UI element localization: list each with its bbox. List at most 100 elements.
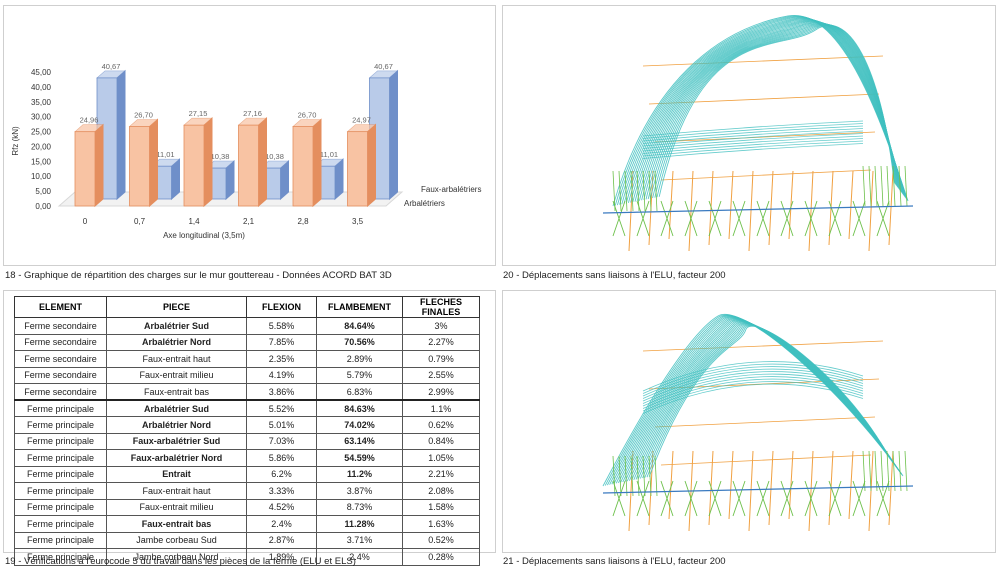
eave-hatch [618,455,622,497]
truss-post [888,170,894,246]
cell-piece: Arbalétrier Nord [106,416,247,434]
header-flexion: FLEXION [246,296,317,318]
y-tick-label: 15,00 [31,157,52,166]
cell-fleches: 2.08% [402,482,480,500]
table-row: Ferme principale Arbalétrier Nord 5.01% 74.… [14,416,480,434]
eave-hatch [618,170,622,212]
deformed-purlin [642,138,864,154]
truss-beam [642,55,884,67]
table-row: Ferme secondaire Faux-entrait milieu 4.19%… [14,366,480,384]
deformed-rafter [649,23,898,199]
deformed-purlin [642,373,864,404]
cell-element: Ferme secondaire [14,333,107,351]
cell-element: Ferme principale [14,531,107,549]
eave-hatch [630,455,634,497]
eave-hatch [874,165,878,207]
deformed-rafter [630,19,904,203]
deformed-purlin [642,123,864,139]
eave-hatch [648,455,652,497]
cell-fleches: 1.63% [402,515,480,533]
cell-element: Ferme secondaire [14,317,107,335]
deformed-rafter [625,18,905,204]
deformed-purlin [642,140,864,157]
truss-post [628,450,634,532]
bracing [684,200,698,237]
deformed-purlin [642,125,864,142]
data-label: 11,01 [320,150,338,159]
cell-flexion: 5.58% [246,317,317,335]
truss-beam [660,454,872,466]
truss-post [848,450,854,520]
load-distribution-chart: 0,00 5,00 10,00 15,00 20,00 25,00 30,00 35,00 40… [11,62,481,240]
cell-flambement: 5.79% [316,366,403,384]
cell-flambement: 74.02% [316,416,403,434]
table-row: Ferme principale Jambe corbeau Nord 1.89% 2… [14,548,480,566]
base-plate [602,485,914,494]
truss-post [808,450,814,532]
cell-flambement: 2.89% [316,350,403,368]
cell-fleches: 2.21% [402,465,480,483]
cell-piece: Faux-entrait bas [106,515,247,533]
x-tick-label: 0,7 [134,217,146,226]
cell-element: Ferme secondaire [14,350,107,368]
eave-hatch [612,170,616,212]
truss-post [668,170,674,240]
cell-piece: Faux-entrait milieu [106,366,247,384]
truss-post [808,170,814,252]
y-tick-label: 30,00 [31,113,52,122]
deformed-purlin [642,363,864,394]
eave-hatch [874,450,878,492]
bracing [756,200,770,237]
deformed-rafter [628,321,896,481]
deformed-rafter [634,20,902,202]
x-tick-label: 3,5 [352,217,364,226]
deformed-rafter [647,23,898,200]
deformed-rafter [646,325,891,478]
cell-flexion: 2.4% [246,515,317,533]
bracing [828,200,842,237]
table-panel: ELEMENT PIECE FLEXION FLAMBEMENT FLECHES… [3,290,496,566]
cell-flambement: 8.73% [316,498,403,516]
bracing [732,480,746,517]
truss-beam [642,340,884,352]
cell-fleches: 2.27% [402,333,480,351]
table-row: Ferme secondaire Arbalétrier Nord 7.85% 70.… [14,333,480,351]
deformed-purlin [642,378,864,409]
verification-table: ELEMENT PIECE FLEXION FLAMBEMENT FLECHES… [14,296,480,566]
table-row: Ferme principale Faux-entrait haut 3.33% 3.… [14,482,480,500]
legend-faux-arbaletriers: Faux-arbalétriers [421,185,481,194]
cell-flexion: 3.33% [246,482,317,500]
deformed-rafter [645,22,899,200]
eave-hatch [868,165,872,207]
truss-deformation-render-21 [602,313,914,532]
eave-hatch [862,450,866,492]
deformation-view-21 [502,290,996,553]
deformed-rafter [638,21,901,201]
data-label: 10,38 [265,152,284,161]
eave-hatch [868,450,872,492]
cell-piece: Faux-entrait milieu [106,498,247,516]
data-label: 40,67 [374,62,393,71]
data-label: 10,38 [211,152,230,161]
truss-beam [660,169,872,181]
table-row: Ferme principale Entrait 6.2% 11.2% 2.21% [14,465,480,483]
bracing [612,480,626,517]
cell-element: Ferme principale [14,482,107,500]
bracing [756,480,770,517]
cell-flexion: 2.87% [246,531,317,549]
caption-20: 20 - Déplacements sans liaisons à l'ELU,… [503,270,726,281]
truss-post [748,450,754,532]
table-row: Ferme secondaire Faux-entrait haut 2.35% 2.… [14,350,480,368]
deformed-purlin [642,135,864,152]
cell-element: Ferme principale [14,449,107,467]
data-label: 40,67 [102,62,121,71]
bracing [660,480,674,517]
truss-post [668,450,674,520]
cell-element: Ferme principale [14,416,107,434]
deformed-rafter [648,325,890,477]
eave-hatch [862,165,866,207]
deformed-rafter [641,21,900,201]
cell-flambement: 84.64% [316,317,403,335]
data-label: 24,97 [352,116,371,125]
bracing [660,200,674,237]
